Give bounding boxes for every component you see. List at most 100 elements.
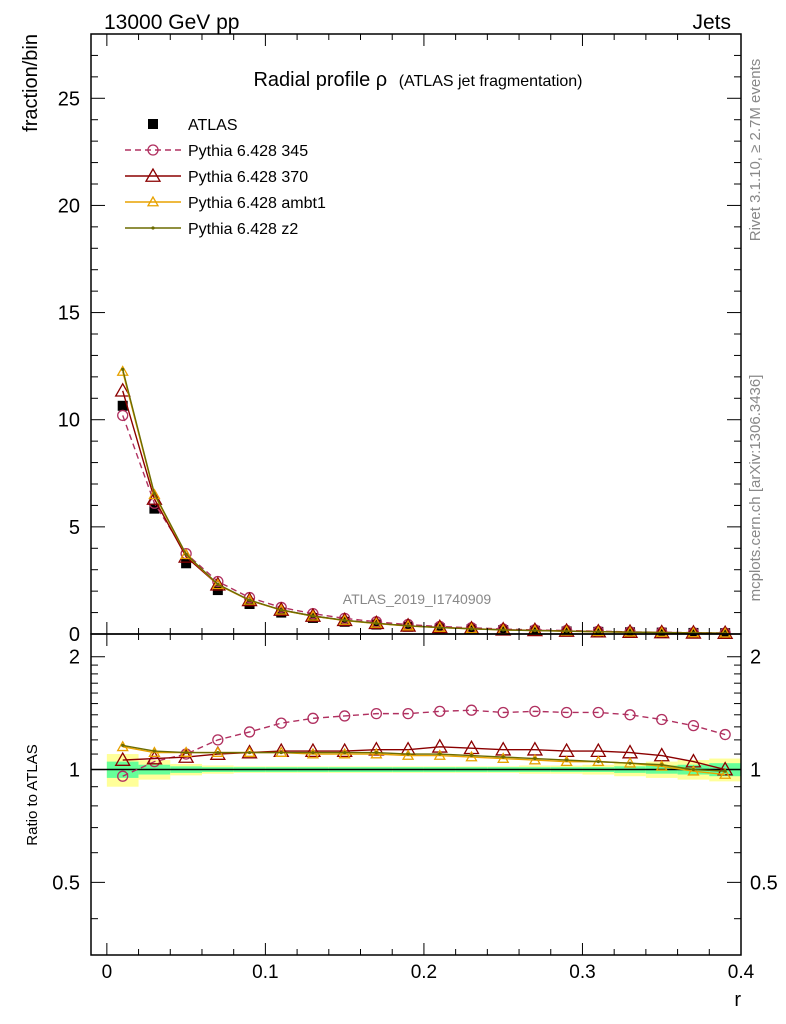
series-2-point	[526, 622, 544, 637]
series-2-ratio-point	[336, 742, 353, 758]
series-2-point	[431, 619, 448, 634]
series-4-point	[374, 621, 378, 625]
ratio-panel-frame	[90, 633, 742, 956]
ratio-y-axis-label: Ratio to ATLAS	[24, 744, 41, 845]
chart-title: Radial profile ρ (ATLAS jet fragmentatio…	[253, 69, 582, 91]
legend-label: ATLAS	[188, 117, 238, 134]
series-0-point	[117, 400, 128, 411]
series-4-ratio-point	[247, 750, 252, 755]
legend-marker	[151, 226, 155, 230]
ratio-y-tick-label: 2	[69, 647, 80, 669]
series-4-ratio-point	[660, 763, 664, 767]
series-3-point	[148, 488, 161, 500]
series-3-ratio-point	[401, 749, 415, 760]
series-4-ratio-point	[469, 753, 474, 758]
series-1-ratio-point	[624, 709, 636, 721]
x-axis-label: r	[734, 989, 741, 1011]
series-1-ratio-point	[656, 713, 668, 726]
ratio-y-tick-label-right: 1	[750, 760, 761, 782]
series-2-point	[209, 576, 226, 591]
ratio-y-tick-label: 1	[69, 760, 80, 782]
series-1-ratio-point	[529, 705, 541, 717]
legend-marker	[146, 195, 160, 207]
series-3-ratio-point	[560, 755, 573, 767]
series-4-point	[184, 552, 188, 556]
legend-marker	[144, 167, 162, 182]
series-4-ratio-line	[122, 744, 726, 772]
series-4-point	[406, 624, 410, 628]
header-process-label: 13000 GeV pp	[104, 11, 239, 34]
series-3-ratio-point	[338, 747, 351, 759]
series-3-ratio-point	[687, 764, 700, 776]
series-2-ratio-point	[526, 741, 544, 756]
series-1-ratio-point	[275, 717, 287, 729]
series-1-ratio-point	[370, 707, 383, 720]
y-tick-label: 0	[69, 624, 80, 646]
series-4-point	[565, 629, 569, 633]
series-2-ratio-point	[463, 739, 480, 755]
series-1-point	[117, 409, 129, 422]
mcplots-label: mcplots.cern.ch [arXiv:1306.3436]	[747, 375, 764, 602]
series-3-point	[180, 548, 193, 560]
series-4-ratio-point	[279, 750, 283, 755]
series-3-ratio-point	[719, 768, 732, 779]
legend-label: Pythia 6.428 z2	[188, 221, 298, 238]
series-2-point	[114, 382, 131, 397]
x-tick-label: 0.3	[569, 962, 595, 983]
analysis-watermark: ATLAS_2019_I1740909	[343, 591, 492, 607]
legend-marker	[148, 119, 158, 129]
series-4-ratio-point	[311, 750, 315, 755]
series-2-point	[621, 623, 639, 638]
series-2-ratio-point	[717, 761, 734, 776]
series-3-ratio-point	[306, 747, 320, 759]
ratio-y-tick-label-right: 2	[750, 647, 761, 669]
series-3-ratio-point	[148, 746, 161, 757]
series-1-ratio-point	[243, 726, 256, 738]
series-3-point	[243, 594, 256, 605]
series-1-ratio-point	[497, 706, 509, 719]
series-4-ratio-point	[374, 750, 378, 755]
series-4-ratio-point	[152, 749, 157, 753]
series-4-point	[216, 582, 220, 586]
series-2-ratio-point	[304, 742, 322, 758]
series-4-ratio-point	[691, 767, 696, 772]
series-4-ratio-point	[723, 769, 727, 773]
chart-title-suffix: (ATLAS jet fragmentation)	[399, 73, 583, 90]
series-2-ratio-line	[122, 746, 726, 771]
series-4-ratio-point	[406, 752, 410, 756]
series-1-ratio-point	[434, 705, 446, 717]
legend-marker	[147, 144, 159, 156]
series-2-point	[717, 624, 734, 640]
series-0-point	[181, 558, 192, 569]
legend-label: Pythia 6.428 ambt1	[188, 195, 326, 212]
series-4-point	[628, 630, 632, 634]
series-3-ratio-point	[433, 749, 446, 760]
series-2-ratio-point	[273, 742, 290, 758]
y-axis-label: fraction/bin	[20, 34, 42, 132]
series-3-ratio-point	[528, 753, 542, 765]
series-2-point	[241, 592, 258, 607]
series-4-point	[247, 598, 252, 602]
series-4-ratio-point	[628, 761, 632, 765]
series-3-ratio-point	[465, 750, 478, 762]
series-2-ratio-point	[590, 742, 607, 758]
series-1-ratio-point	[465, 704, 478, 716]
series-4-point	[438, 625, 442, 630]
series-4-point	[279, 608, 283, 612]
series-4-ratio-point	[343, 750, 347, 755]
series-1-ratio-point	[687, 719, 700, 732]
ratio-y-tick-label: 0.5	[52, 872, 80, 894]
series-4-ratio-point	[184, 750, 188, 755]
x-tick-label: 0.2	[411, 962, 437, 983]
series-4-point	[121, 367, 125, 371]
y-tick-label: 25	[58, 88, 80, 110]
ratio-y-tick-label-right: 0.5	[750, 872, 778, 894]
x-tick-label: 0.4	[728, 962, 755, 983]
series-4-ratio-point	[438, 752, 442, 756]
series-1-ratio-point	[560, 706, 573, 719]
series-1-ratio-point	[592, 706, 604, 719]
series-4-point	[311, 614, 315, 618]
series-2-point	[653, 624, 670, 639]
chart-title-main: Radial profile ρ	[253, 69, 387, 91]
series-4-point	[596, 630, 600, 634]
